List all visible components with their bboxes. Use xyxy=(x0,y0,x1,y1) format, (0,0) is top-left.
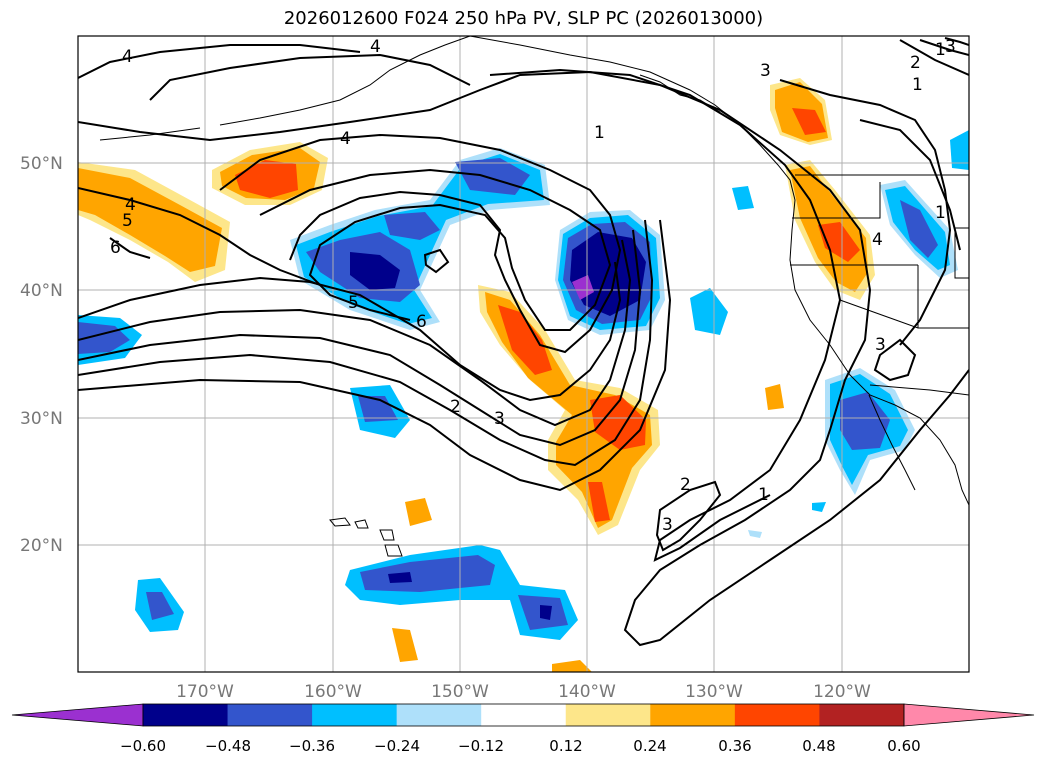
graticule xyxy=(78,36,969,672)
colorbar-segment xyxy=(143,704,229,726)
contour-label: 4 xyxy=(872,230,883,250)
lon-label: 160°W xyxy=(304,682,362,702)
contour-label: 3 xyxy=(494,409,505,429)
contour-label: 1 xyxy=(935,40,946,60)
contour-labels: 4 4 4 1 4 5 6 5 6 2 3 2 3 1 3 2 1 1 4 1 … xyxy=(110,37,956,535)
contour-label: 1 xyxy=(935,203,946,223)
lat-label: 50°N xyxy=(20,154,63,174)
longitude-labels: 170°W 160°W 150°W 140°W 130°W 120°W xyxy=(176,682,871,702)
lon-label: 150°W xyxy=(431,682,489,702)
colorbar-tick-label: 0.48 xyxy=(802,737,835,755)
colorbar-extend-min xyxy=(11,703,144,727)
lat-label: 20°N xyxy=(20,536,63,556)
contour-label: 1 xyxy=(594,123,605,143)
colorbar-tick-label: −0.60 xyxy=(120,737,166,755)
colorbar-segment xyxy=(565,704,651,726)
contour-label: 4 xyxy=(370,37,381,57)
colorbar-segment xyxy=(481,704,567,726)
contour-label: 3 xyxy=(662,515,673,535)
colorbar-tick-label: 0.24 xyxy=(633,737,666,755)
map-frame xyxy=(77,35,970,673)
lat-label: 40°N xyxy=(20,281,63,301)
contour-label: 6 xyxy=(416,312,427,332)
contour-label: 2 xyxy=(910,53,921,73)
colorbar-outline xyxy=(142,703,905,727)
latitude-labels: 50°N 40°N 30°N 20°N xyxy=(20,154,63,556)
lon-label: 170°W xyxy=(176,682,234,702)
lon-label: 140°W xyxy=(558,682,616,702)
colorbar-segment xyxy=(650,704,736,726)
contour-label: 6 xyxy=(110,238,121,258)
colorbar-ticks: −0.60 −0.48 −0.36 −0.24 −0.12 0.12 0.24 … xyxy=(120,737,921,755)
colorbar-segment xyxy=(396,704,482,726)
contour-label: 2 xyxy=(450,397,461,417)
pv-negative-shading xyxy=(78,130,969,640)
contour-label: 2 xyxy=(680,475,691,495)
lon-label: 120°W xyxy=(813,682,871,702)
contour-label: 3 xyxy=(875,335,886,355)
colorbar-segment xyxy=(734,704,820,726)
colorbar-tick-label: −0.24 xyxy=(374,737,420,755)
colorbar xyxy=(11,703,1035,727)
contour-label: 3 xyxy=(760,61,771,81)
contour-label: 5 xyxy=(348,293,359,313)
colorbar-tick-label: 0.12 xyxy=(549,737,582,755)
slp-contours xyxy=(78,37,969,647)
contour-label: 4 xyxy=(125,195,136,215)
contour-label: 1 xyxy=(758,485,769,505)
colorbar-tick-label: −0.12 xyxy=(458,737,504,755)
contour-label: 5 xyxy=(122,211,133,231)
contour-label: 4 xyxy=(340,129,351,149)
lat-label: 30°N xyxy=(20,409,63,429)
colorbar-tick-label: 0.36 xyxy=(718,737,751,755)
colorbar-tick-label: 0.60 xyxy=(887,737,920,755)
colorbar-tick-label: −0.36 xyxy=(289,737,335,755)
colorbar-tick-label: −0.48 xyxy=(205,737,251,755)
lon-label: 130°W xyxy=(685,682,743,702)
colorbar-segment xyxy=(312,704,398,726)
contour-label: 3 xyxy=(945,37,956,57)
map-title: 2026012600 F024 250 hPa PV, SLP PC (2026… xyxy=(283,8,764,29)
colorbar-extend-max xyxy=(903,703,1035,727)
contour-label: 4 xyxy=(122,47,133,67)
colorbar-segment xyxy=(227,704,313,726)
colorbar-segment xyxy=(819,704,905,726)
contour-label: 1 xyxy=(912,75,923,95)
political-boundaries xyxy=(790,174,969,396)
